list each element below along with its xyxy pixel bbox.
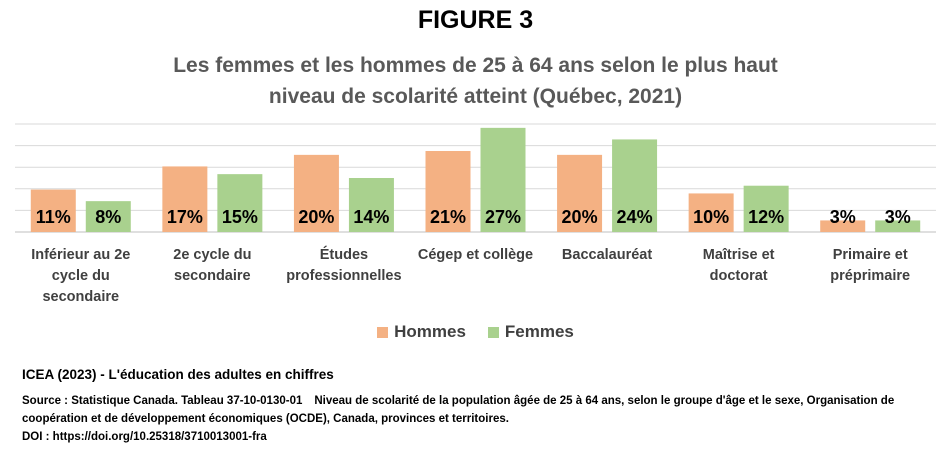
category-label-4: Baccalauréat (541, 245, 673, 266)
bar-femmes-3 (480, 127, 526, 232)
data-label-hommes-2: 20% (298, 207, 334, 227)
data-label-femmes-2: 14% (353, 207, 389, 227)
category-label-line: Cégep et collège (417, 247, 534, 263)
category-label-3: Cégep et collège (410, 245, 542, 266)
legend-swatch-femmes (487, 326, 499, 338)
category-label-0: Inférieur au 2e cycle du secondaire (15, 245, 147, 308)
bar-femmes-5 (743, 185, 789, 232)
data-label-hommes-1: 17% (167, 207, 203, 227)
category-label-1: 2e cycle du secondaire (146, 245, 278, 287)
source-part-1: Source : Statistique Canada. Tableau 37-… (22, 395, 303, 407)
data-label-hommes-6: 3% (830, 207, 856, 227)
bar-hommes-5 (688, 193, 734, 232)
data-label-hommes-4: 20% (562, 207, 598, 227)
bar-chart: 11% 8% 17% 15% 20% 14% 21% 27% 20% 24% 10% 12% 3% 3% (15, 123, 936, 233)
bar-hommes-4 (557, 154, 603, 232)
category-label-line: Baccalauréat (561, 247, 653, 263)
category-label-6: Primaire et préprimaire (804, 245, 936, 287)
source-part-2: Niveau de scolarité de la population âgé… (22, 395, 895, 425)
bar-femmes-2 (348, 178, 394, 232)
data-label-femmes-0: 8% (95, 207, 121, 227)
category-label-5: Maîtrise et doctorat (673, 245, 805, 287)
category-label-line: doctorat (709, 268, 768, 284)
data-label-hommes-3: 21% (430, 207, 466, 227)
data-label-hommes-0: 11% (36, 207, 71, 227)
bar-hommes-3 (425, 151, 471, 232)
bar-femmes-0 (85, 201, 131, 232)
legend-swatch-hommes (377, 326, 389, 338)
bar-hommes-1 (162, 166, 208, 232)
bar-hommes-0 (30, 189, 76, 232)
data-label-femmes-3: 27% (485, 207, 521, 227)
data-label-hommes-5: 10% (693, 207, 729, 227)
legend-label-hommes: Hommes (394, 322, 466, 341)
category-label-line: Maîtrise et (702, 247, 775, 263)
category-label-line: Primaire et (832, 247, 908, 263)
category-label-line: cycle du (51, 268, 110, 284)
category-label-line: Études (319, 247, 369, 263)
legend-label-femmes: Femmes (504, 322, 574, 341)
category-label-line: professionnelles (286, 268, 402, 284)
data-label-femmes-6: 3% (885, 207, 911, 227)
legend-item-femmes: Femmes (487, 322, 574, 342)
bar-hommes-6 (820, 220, 866, 232)
figure-label: FIGURE 3 (417, 6, 534, 34)
chart-title-line-1: Les femmes et les hommes de 25 à 64 ans … (173, 54, 778, 77)
chart-title: Les femmes et les hommes de 25 à 64 ans … (0, 50, 951, 112)
bar-femmes-4 (612, 139, 658, 232)
bar-femmes-6 (875, 220, 921, 232)
legend: Hommes Femmes (0, 322, 951, 342)
credit-line: ICEA (2023) - L'éducation des adultes en… (22, 367, 334, 382)
category-label-line: secondaire (42, 289, 120, 305)
data-label-femmes-5: 12% (748, 207, 784, 227)
bar-hommes-2 (293, 154, 339, 232)
doi-line: DOI : https://doi.org/10.25318/371001300… (22, 431, 267, 443)
source-note: Source : Statistique Canada. Tableau 37-… (22, 392, 937, 446)
legend-item-hommes: Hommes (377, 322, 466, 342)
bar-femmes-1 (217, 174, 263, 232)
category-label-line: Inférieur au 2e (31, 247, 131, 263)
data-label-femmes-4: 24% (617, 207, 653, 227)
category-label-line: préprimaire (830, 268, 911, 284)
category-label-line: 2e cycle du (173, 247, 252, 263)
category-label-2: Études professionnelles (278, 245, 410, 287)
category-label-line: secondaire (174, 268, 251, 284)
chart-title-line-2: niveau de scolarité atteint (Québec, 202… (268, 85, 683, 108)
data-label-femmes-1: 15% (222, 207, 258, 227)
